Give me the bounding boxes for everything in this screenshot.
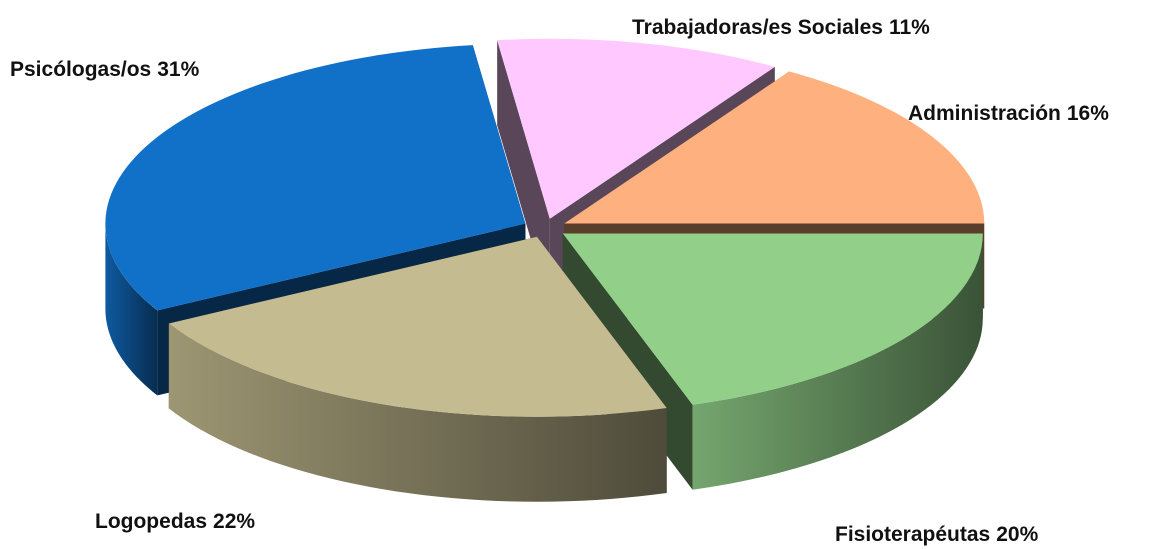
slice-top <box>562 233 983 405</box>
category-name: Administración <box>908 102 1061 125</box>
slice-side <box>105 223 158 396</box>
slice-label: Trabajadoras/es Sociales 11% <box>632 16 930 39</box>
slice-label: Administración 16% <box>908 102 1109 125</box>
value-label: 22% <box>213 510 255 533</box>
slice-side <box>168 323 667 502</box>
category-name: Trabajadoras/es Sociales <box>632 16 883 39</box>
slice-top <box>497 38 775 219</box>
slice-label: Psicólogas/os 31% <box>10 58 200 81</box>
value-label: 31% <box>157 58 199 81</box>
slice-label: Fisioterapéutas 20% <box>835 523 1039 546</box>
slice-top <box>105 45 526 311</box>
category-name: Psicólogas/os <box>10 58 151 81</box>
slice-label: Logopedas 22% <box>95 510 255 533</box>
value-label: 20% <box>996 523 1038 546</box>
pie-slice <box>168 236 667 502</box>
value-label: 11% <box>889 16 930 39</box>
slice-top <box>168 236 667 417</box>
slice-side <box>692 233 983 490</box>
category-name: Fisioterapéutas <box>835 523 990 546</box>
slice-top <box>564 71 985 224</box>
value-label: 16% <box>1067 102 1109 125</box>
category-name: Logopedas <box>95 510 207 533</box>
